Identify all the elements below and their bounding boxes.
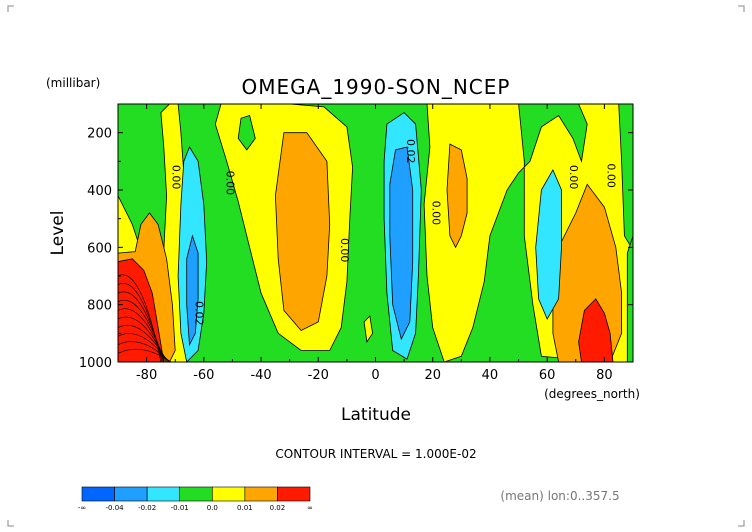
colorbar-label: 0.0 [207,504,218,512]
colorbar-label: 0.01 [237,504,253,512]
x-tick-label: -60 [193,368,214,383]
y-tick-label: 1000 [79,356,112,371]
contour-region-island-2 [363,315,374,344]
colorbar-label: 0.02 [270,504,286,512]
colorbar-label: -0.01 [171,504,189,512]
contour-label: 0.02 [192,301,205,326]
contour-region-south-neg-2 [186,234,199,347]
contour-line [117,348,172,363]
x-axis-units: (degrees_north) [544,387,640,401]
y-tick-label: 200 [87,127,112,142]
contour-region-north-neg-1 [535,169,562,320]
colorbar-label: ∞ [307,504,313,512]
x-tick-label: 60 [539,368,556,383]
contour-line [117,333,170,363]
colorbar: -∞ -0.04 -0.02 -0.01 0.0 0.01 0.02 ∞ [78,486,313,512]
colorbar-swatch [211,486,246,502]
units-label: (millibar) [46,76,100,90]
x-tick-label: 0 [371,368,379,383]
x-tick-label: 20 [424,368,441,383]
x-tick-label: -20 [308,368,329,383]
x-axis-label: Latitude [341,405,411,425]
colorbar-swatch [179,486,213,502]
contour-label: 0.00 [224,171,237,196]
contour-region-north-pos-2 [446,143,468,249]
contour-region-midsouth-pos-2 [274,132,331,331]
x-axis: -80 -60 -40 -20 0 20 40 60 80 [117,104,634,383]
contour-region-north-edge [626,235,634,363]
x-tick-label: -40 [250,368,271,383]
colorbar-swatch [114,486,148,502]
y-axis-label: Level [48,211,68,256]
corner-marks [7,5,745,527]
y-tick-label: 400 [87,184,112,199]
colorbar-label: -0.02 [138,504,156,512]
contour-label: 0.00 [338,238,351,263]
contour-label: 0.00 [604,163,617,188]
plot-area: 0.00 0.000.020.000.020.000.00 0.00 -80 -60-… [79,103,634,383]
y-tick-label: 600 [87,241,112,256]
contour-region-island-1 [237,114,256,151]
contour-label: 0.00 [169,165,182,190]
y-axis: 200 400 600 800 1000 [79,103,633,371]
colorbar-swatch [81,486,115,502]
contour-label: 0.00 [567,165,580,190]
y-tick-label: 800 [87,299,112,314]
contour-line [117,341,171,363]
x-tick-label: 40 [482,368,499,383]
colorbar-label: -∞ [78,504,86,512]
colorbar-swatch [244,486,278,502]
contour-labels: 0.00 0.00 0.02 0.00 0.02 0.00 0.00 0.00 [169,139,617,325]
chart-title: OMEGA_1990-SON_NCEP [242,75,511,99]
x-tick-label: 80 [596,368,613,383]
contour-region-eq-neg-2 [389,146,414,341]
colorbar-swatch [277,486,311,502]
contour-region-north-pos-4 [578,298,614,363]
contour-label: 0.00 [430,201,443,226]
x-tick-label: -80 [136,368,157,383]
contour-fills [117,103,634,363]
contour-interval-text: CONTOUR INTERVAL = 1.000E-02 [275,447,476,461]
footer-note: (mean) lon:0..357.5 [500,489,619,503]
colorbar-swatch [146,486,181,502]
colorbar-label: -0.04 [106,504,125,512]
contour-label: 0.02 [404,139,417,164]
